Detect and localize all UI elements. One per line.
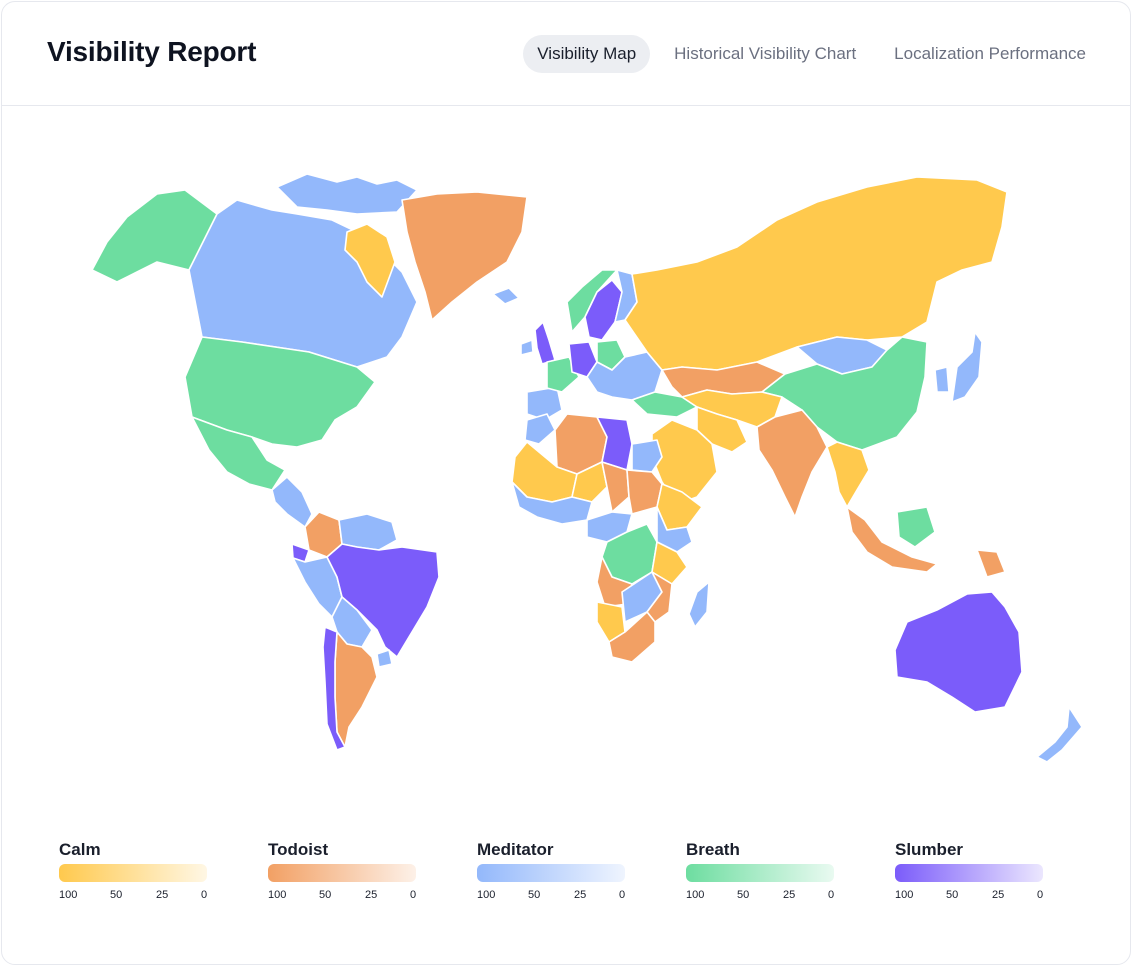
region-japan[interactable] (951, 331, 983, 403)
legend-tick: 100 (268, 889, 287, 901)
region-indonesia[interactable] (846, 506, 938, 573)
legend-item-slumber: Slumber 100 50 25 0 (895, 840, 1045, 903)
tab-historical-visibility-chart[interactable]: Historical Visibility Chart (674, 44, 857, 63)
region-papua[interactable] (976, 549, 1006, 578)
legend-tick: 100 (686, 889, 705, 901)
legend-ticks-meditator: 100 50 25 0 (477, 889, 627, 903)
legend-tick: 50 (737, 889, 750, 901)
legend-tick: 100 (59, 889, 78, 901)
legend-tick: 0 (410, 889, 417, 901)
region-uruguay[interactable] (376, 649, 393, 668)
legend-tick: 0 (619, 889, 626, 901)
region-australia[interactable] (894, 591, 1023, 713)
legend-gradient-breath (686, 864, 834, 882)
region-ireland[interactable] (520, 339, 534, 356)
legend-ticks-breath: 100 50 25 0 (686, 889, 836, 903)
legend-item-calm: Calm 100 50 25 0 (59, 840, 209, 903)
legend-ticks-calm: 100 50 25 0 (59, 889, 209, 903)
region-south-africa[interactable] (608, 611, 656, 663)
legend-tick: 50 (946, 889, 959, 901)
legend-tick: 25 (365, 889, 378, 901)
region-greenland[interactable] (401, 191, 528, 321)
legend-tick: 50 (528, 889, 541, 901)
region-morocco[interactable] (524, 413, 556, 445)
region-korea[interactable] (934, 366, 950, 393)
tab-visibility-map[interactable]: Visibility Map (523, 35, 651, 73)
legend-tick: 0 (828, 889, 835, 901)
legend-tick: 100 (895, 889, 914, 901)
legend-tick: 50 (319, 889, 332, 901)
report-header: Visibility Report Visibility Map Histori… (2, 2, 1130, 106)
report-tabs: Visibility Map Historical Visibility Cha… (513, 35, 1100, 73)
region-canadian-arctic-islands[interactable] (276, 173, 418, 215)
legend-item-breath: Breath 100 50 25 0 (686, 840, 836, 903)
legend-item-todoist: Todoist 100 50 25 0 (268, 840, 418, 903)
legend-gradient-todoist (268, 864, 416, 882)
legend-tick: 50 (110, 889, 123, 901)
region-madagascar[interactable] (688, 581, 710, 628)
region-iceland[interactable] (492, 287, 520, 305)
legend-label-slumber: Slumber (895, 840, 964, 859)
region-united-kingdom[interactable] (534, 321, 556, 365)
legend-tick: 25 (783, 889, 796, 901)
legend-label-meditator: Meditator (477, 840, 554, 859)
legend-item-meditator: Meditator 100 50 25 0 (477, 840, 627, 903)
legend-gradient-calm (59, 864, 207, 882)
legend-ticks-slumber: 100 50 25 0 (895, 889, 1045, 903)
legend-ticks-todoist: 100 50 25 0 (268, 889, 418, 903)
region-alaska[interactable] (91, 189, 218, 283)
world-map-svg (91, 173, 1083, 763)
region-chile[interactable] (322, 626, 346, 751)
region-niger[interactable] (571, 461, 608, 503)
region-new-zealand[interactable] (1036, 706, 1083, 763)
page-title: Visibility Report (47, 36, 257, 67)
region-tanzania[interactable] (651, 541, 688, 585)
legend-tick: 25 (574, 889, 587, 901)
region-egypt[interactable] (631, 439, 663, 473)
region-russia[interactable] (624, 176, 1008, 371)
world-map (57, 152, 1087, 763)
legend-gradient-slumber (895, 864, 1043, 882)
region-india[interactable] (756, 409, 828, 518)
region-arabia[interactable] (651, 419, 718, 505)
legend-label-calm: Calm (59, 840, 101, 859)
region-borneo[interactable] (896, 506, 936, 548)
region-baffin-island[interactable] (344, 223, 396, 298)
region-argentina[interactable] (334, 631, 378, 748)
tab-localization-performance[interactable]: Localization Performance (894, 44, 1086, 63)
region-west-africa[interactable] (511, 481, 593, 525)
legend-label-todoist: Todoist (268, 840, 329, 859)
legend-tick: 0 (1037, 889, 1044, 901)
legend-tick: 25 (156, 889, 169, 901)
legend-label-breath: Breath (686, 840, 740, 859)
region-southeast-asia[interactable] (826, 441, 870, 508)
legend-tick: 100 (477, 889, 496, 901)
region-central-america[interactable] (271, 476, 313, 528)
region-china[interactable] (761, 336, 928, 451)
region-chad[interactable] (601, 461, 630, 513)
region-mexico[interactable] (191, 416, 286, 491)
legend-gradient-meditator (477, 864, 625, 882)
legend-tick: 0 (201, 889, 208, 901)
legend-tick: 25 (992, 889, 1005, 901)
